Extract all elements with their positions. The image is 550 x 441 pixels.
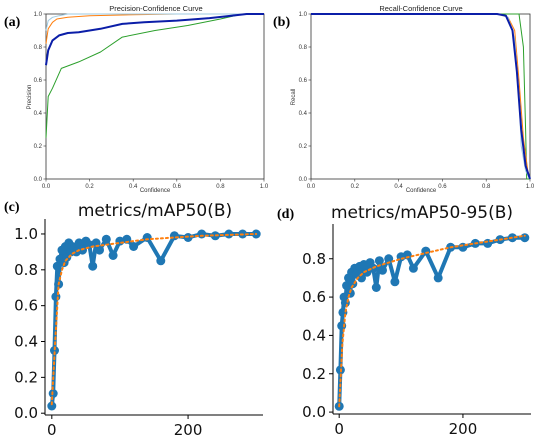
y-tick-label: 1.0 — [14, 225, 38, 243]
chart-a-title: Precision-Confidence Curve — [109, 4, 202, 13]
chart-a-series-line — [45, 13, 264, 66]
x-tick-label: 0.2 — [85, 184, 94, 190]
chart-c-results-line — [49, 232, 257, 407]
chart-c-results-point — [169, 231, 179, 241]
chart-c-results-point — [156, 256, 166, 266]
y-tick-label: 0.6 — [302, 288, 326, 306]
chart-d-results-point — [357, 273, 366, 283]
y-tick-label: 0.4 — [34, 111, 43, 117]
y-tick-label: 1.0 — [299, 12, 308, 18]
chart-a-frame — [45, 13, 265, 180]
chart-c-results-point — [47, 401, 57, 411]
chart-d-results-point — [378, 265, 387, 275]
chart-a-series-line — [45, 13, 264, 138]
y-tick-label: 0.4 — [14, 333, 38, 351]
chart-d-results-point — [374, 256, 384, 266]
chart-c-results-point — [95, 245, 104, 255]
chart-d-results-point — [384, 254, 394, 264]
y-tick-label: 1.0 — [34, 12, 43, 18]
chart-d-results-point — [408, 263, 418, 273]
map50-chart: metrics/mAP50(B) 0 200 0.0 0.2 0.4 0.6 0.8 1.0 — [14, 201, 263, 439]
chart-b-title: Recall-Confidence Curve — [379, 4, 462, 13]
y-tick-label: 0.0 — [299, 177, 308, 183]
chart-b-series-line — [311, 13, 531, 180]
y-tick-label: 0.8 — [299, 45, 308, 51]
y-tick-label: 0.0 — [302, 403, 326, 421]
x-tick-label: 1.0 — [526, 184, 535, 190]
chart-a-xlabel: Confidence — [140, 188, 171, 194]
y-tick-label: 0.8 — [302, 250, 326, 268]
panel-a-letter: (a) — [4, 15, 21, 30]
chart-c-results-point — [101, 234, 111, 244]
y-tick-label: 0.6 — [34, 78, 43, 84]
x-tick-label: 0 — [334, 420, 344, 438]
chart-d-results-point — [371, 283, 381, 292]
chart-a-series-line — [45, 13, 264, 31]
x-tick-label: 0.4 — [394, 184, 403, 190]
panel-d-letter: (d) — [277, 207, 294, 222]
chart-c-results-point — [129, 242, 139, 251]
chart-d-results-point — [390, 277, 400, 287]
chart-b-xlabel: Confidence — [406, 188, 437, 194]
panel-c-letter: (c) — [4, 200, 20, 215]
chart-c-title: metrics/mAP50(B) — [78, 201, 232, 221]
chart-b-frame — [310, 13, 531, 180]
y-tick-label: 0.4 — [299, 111, 308, 117]
y-tick-label: 0.0 — [14, 404, 38, 422]
y-tick-label: 0.0 — [34, 177, 43, 183]
y-tick-label: 0.2 — [14, 368, 38, 386]
chart-b-series-line — [311, 13, 531, 180]
x-tick-label: 0.0 — [307, 184, 316, 190]
recall-confidence-chart: Recall-Confidence Curve Confidence Recal… — [291, 4, 535, 194]
chart-c-results-point — [197, 229, 207, 239]
chart-b-series-line — [311, 13, 531, 180]
chart-d-results-point — [433, 273, 443, 283]
chart-c-results-point — [224, 229, 234, 239]
map50-95-chart: metrics/mAP50-95(B) 0 200 0.0 0.2 0.4 0.6 0.8 — [302, 203, 531, 438]
x-tick-label: 0.0 — [42, 184, 51, 190]
panel-b-letter: (b) — [273, 15, 290, 30]
y-tick-label: 0.8 — [34, 45, 43, 51]
chart-d-results-point — [520, 233, 530, 243]
chart-b-ylabel: Recall — [291, 89, 297, 106]
y-tick-label: 0.2 — [302, 365, 326, 383]
x-tick-label: 0.6 — [438, 184, 447, 190]
chart-c-results-point — [51, 292, 61, 302]
x-tick-label: 0.6 — [173, 184, 182, 190]
chart-d-title: metrics/mAP50-95(B) — [331, 203, 513, 223]
chart-b-series-line — [311, 13, 530, 180]
chart-c-results-point — [50, 346, 59, 355]
y-tick-label: 0.6 — [14, 297, 38, 315]
x-tick-label: 0.8 — [216, 184, 225, 190]
chart-c-results-point — [52, 261, 62, 271]
chart-a-ylabel: Precision — [27, 85, 33, 110]
chart-c-results-point — [74, 238, 84, 248]
chart-c-results-point — [142, 233, 152, 242]
chart-c-smooth-line — [50, 233, 258, 406]
chart-d-smooth-line — [338, 234, 526, 408]
x-tick-label: 200 — [449, 420, 478, 438]
chart-a-series-line — [45, 13, 264, 44]
y-tick-label: 0.6 — [299, 78, 308, 84]
x-tick-label: 0.4 — [129, 184, 138, 190]
x-tick-label: 0.2 — [351, 184, 360, 190]
chart-c-results-point — [88, 261, 98, 271]
precision-confidence-chart: Precision-Confidence Curve Confidence Pr… — [27, 4, 269, 194]
y-tick-label: 0.8 — [14, 261, 38, 279]
y-tick-label: 0.4 — [302, 326, 326, 344]
x-tick-label: 0 — [47, 421, 57, 439]
chart-c-results-point — [108, 251, 118, 260]
y-tick-label: 0.2 — [34, 144, 43, 150]
x-tick-label: 200 — [174, 421, 203, 439]
x-tick-label: 1.0 — [260, 184, 269, 190]
x-tick-label: 0.8 — [482, 184, 491, 190]
y-tick-label: 0.2 — [299, 144, 308, 150]
